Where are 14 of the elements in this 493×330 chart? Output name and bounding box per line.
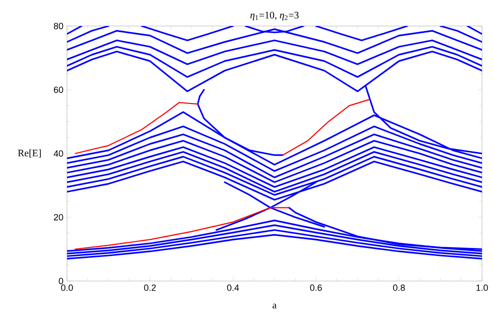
y-axis-title: Re[E] <box>18 149 41 158</box>
x-tick-label: 1.0 <box>476 284 488 291</box>
y-tick-label: 60 <box>54 86 64 93</box>
x-tick-label: 0.6 <box>310 284 322 291</box>
x-tick-label: 0.8 <box>393 284 405 291</box>
chart-title: η$_{1}$=10, η$_{2}$=3 <box>250 12 299 21</box>
x-axis-title: a <box>272 304 277 308</box>
y-tick-label: 20 <box>54 214 64 220</box>
y-tick-label: 80 <box>54 22 64 30</box>
y-tick-label: 0 <box>58 278 64 284</box>
y-tick-label: 40 <box>54 150 64 157</box>
x-tick-label: 0.2 <box>144 284 156 291</box>
x-tick-label: 0.0 <box>61 284 73 291</box>
x-tick-label: 0.4 <box>227 284 239 291</box>
